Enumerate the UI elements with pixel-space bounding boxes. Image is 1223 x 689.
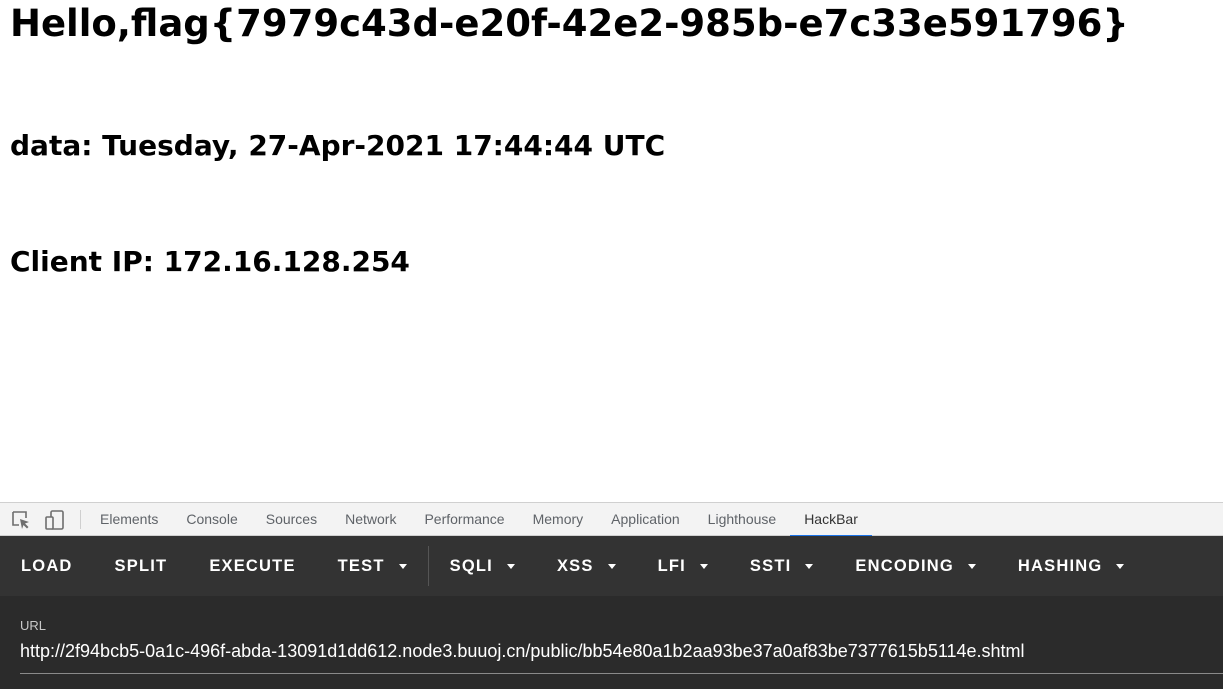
load-button[interactable]: LOAD: [0, 536, 94, 596]
lfi-button-label: LFI: [657, 556, 686, 575]
chevron-down-icon: [398, 563, 407, 569]
test-button[interactable]: TEST: [317, 536, 428, 596]
devtools-tabs: Elements Console Sources Network Performance…: [86, 503, 872, 537]
sqli-button[interactable]: SQLI: [429, 536, 536, 596]
hackbar-body: URL http://2f94bcb5-0a1c-496f-abda-13091…: [0, 596, 1223, 689]
split-button[interactable]: SPLIT: [94, 536, 189, 596]
tab-console[interactable]: Console: [186, 511, 238, 527]
execute-button-label: EXECUTE: [209, 556, 296, 575]
tab-lighthouse[interactable]: Lighthouse: [707, 511, 777, 527]
client-ip-heading: Client IP: 172.16.128.254: [10, 245, 410, 278]
encoding-button[interactable]: ENCODING: [834, 536, 997, 596]
devtools-tabbar: Elements Console Sources Network Performance…: [0, 502, 1223, 537]
device-toolbar-icon[interactable]: [44, 509, 66, 531]
tab-network[interactable]: Network: [345, 511, 397, 527]
split-button-label: SPLIT: [114, 556, 168, 575]
hashing-button[interactable]: HASHING: [997, 536, 1146, 596]
tab-elements[interactable]: Elements: [100, 511, 159, 527]
xss-button-label: XSS: [556, 556, 594, 575]
url-input[interactable]: http://2f94bcb5-0a1c-496f-abda-13091d1dd…: [20, 640, 1223, 674]
sqli-button-label: SQLI: [449, 556, 493, 575]
execute-button[interactable]: EXECUTE: [188, 536, 316, 596]
tabbar-divider: [80, 510, 81, 529]
chevron-down-icon: [967, 563, 976, 569]
tab-sources[interactable]: Sources: [265, 511, 318, 527]
chevron-down-icon: [805, 563, 814, 569]
chevron-down-icon: [1116, 563, 1125, 569]
ssti-button[interactable]: SSTI: [729, 536, 834, 596]
encoding-button-label: ENCODING: [855, 556, 954, 575]
chevron-down-icon: [607, 563, 616, 569]
chevron-down-icon: [506, 563, 515, 569]
tab-hackbar[interactable]: HackBar: [790, 503, 872, 537]
lfi-button[interactable]: LFI: [637, 536, 729, 596]
flag-greeting-heading: Hello,flag{7979c43d-e20f-42e2-985b-e7c33…: [10, 2, 1129, 45]
tab-memory[interactable]: Memory: [532, 511, 584, 527]
toolbar-divider: [427, 546, 429, 586]
test-button-label: TEST: [337, 556, 385, 575]
xss-button[interactable]: XSS: [536, 536, 637, 596]
chevron-down-icon: [699, 563, 708, 569]
date-heading: data: Tuesday, 27-Apr-2021 17:44:44 UTC: [10, 129, 666, 162]
ssti-button-label: SSTI: [749, 556, 792, 575]
url-label: URL: [20, 618, 47, 633]
hashing-button-label: HASHING: [1017, 556, 1103, 575]
load-button-label: LOAD: [21, 556, 73, 575]
hackbar-toolbar: LOAD SPLIT EXECUTE TEST SQLI XSS LFI SSTI ENCODI…: [0, 536, 1223, 596]
web-page: Hello,flag{7979c43d-e20f-42e2-985b-e7c33…: [10, 2, 1129, 278]
tab-application[interactable]: Application: [611, 511, 680, 527]
tab-performance[interactable]: Performance: [424, 511, 505, 527]
devtools-panel: Elements Console Sources Network Performance…: [0, 502, 1223, 689]
inspect-element-icon[interactable]: [10, 509, 32, 531]
